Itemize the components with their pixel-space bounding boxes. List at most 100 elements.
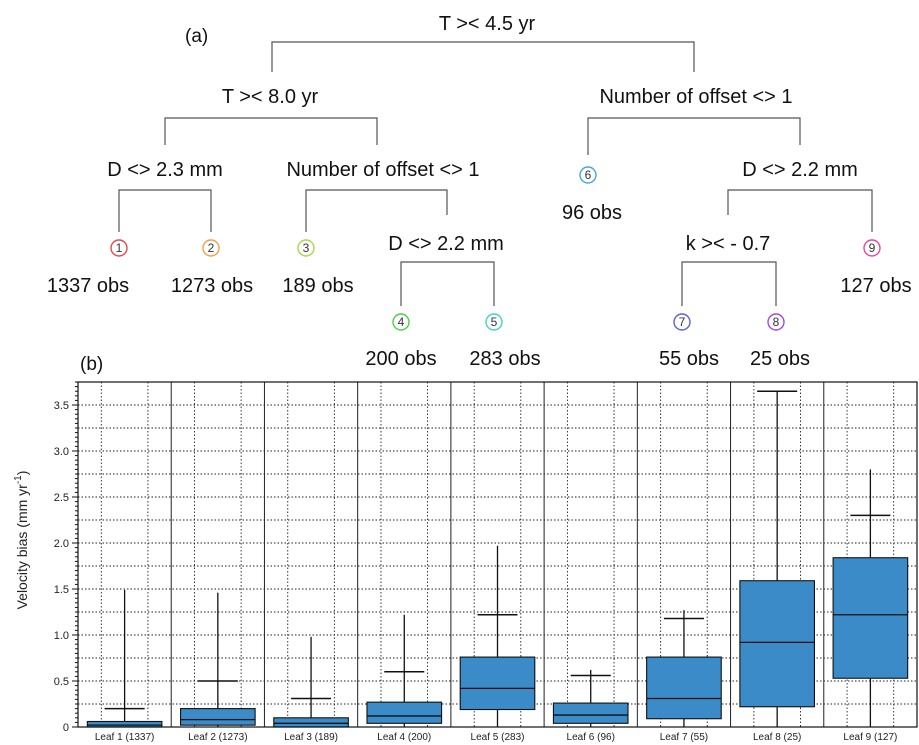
box-8 (739, 390, 816, 727)
leaf-marker (863, 239, 881, 257)
y-axis-label: Velocity bias (mm yr-1) (13, 471, 30, 610)
split-d2: D <> 2.2 mm (388, 233, 504, 255)
leaf-obs-count: 127 obs (840, 275, 911, 297)
edge-n1 (305, 189, 448, 232)
y-tick-label: 2.5 (54, 492, 69, 504)
x-category-label: Leaf 4 (200) (377, 732, 431, 743)
split-l1: T >< 8.0 yr (222, 86, 319, 108)
box-iqr (739, 580, 816, 708)
leaf-marker (485, 313, 503, 331)
tree-leaf: 7 55 obs (659, 313, 719, 370)
edge-l1 (164, 117, 378, 145)
box-iqr (459, 656, 536, 711)
leaf-number: 2 (208, 241, 215, 255)
box-iqr (273, 717, 349, 728)
leaf-obs-count: 189 obs (282, 275, 353, 297)
plot-frame (77, 381, 918, 728)
leaf-marker (202, 239, 220, 257)
split-k1: k >< - 0.7 (686, 233, 771, 255)
x-category-label: Leaf 3 (189) (284, 732, 338, 743)
y-ticks: 0 0.5 1.0 1.5 2.0 2.5 3.0 3.5 (54, 381, 78, 734)
box-iqr (366, 701, 443, 724)
leaf-obs-count: 283 obs (469, 348, 540, 370)
panel-label-b: (b) (80, 354, 103, 375)
y-tick-label: 3.5 (54, 400, 69, 412)
box-2 (179, 592, 256, 727)
edge-d2 (400, 261, 495, 306)
leaf-marker (767, 313, 785, 331)
boxplot-panel: (b) Velocity bias (mm yr-1) 0 0.5 1.0 1.5 2.… (13, 354, 918, 743)
leaf-obs-count: 96 obs (562, 202, 622, 224)
x-category-label: Leaf 6 (96) (567, 732, 615, 743)
split-d3: D <> 2.2 mm (742, 159, 858, 181)
tree-edges (118, 41, 873, 306)
tree-leaf: 5 283 obs (469, 313, 541, 370)
y-tick-label: 3.0 (54, 446, 69, 458)
leaf-obs-count: 55 obs (659, 348, 719, 370)
leaf-marker (392, 313, 410, 331)
leaf-number: 4 (398, 315, 405, 329)
box-iqr (646, 656, 722, 720)
box-9 (832, 469, 909, 727)
split-r1: Number of offset <> 1 (599, 86, 792, 108)
box-iqr (179, 708, 256, 726)
y-tick-label: 0.5 (54, 676, 69, 688)
box-5 (459, 545, 536, 727)
y-tick-label: 1.5 (54, 584, 69, 596)
tree-leaf: 3 189 obs (282, 239, 354, 297)
x-category-label: Leaf 2 (1273) (188, 732, 248, 743)
tree-panel: (a) T >< 4.5 yr T >< 8.0 yr Number of of… (47, 13, 912, 370)
edge-k1 (681, 261, 777, 306)
y-tick-label: 2.0 (54, 538, 69, 550)
x-category-label: Leaf 5 (283) (471, 732, 525, 743)
leaf-number: 8 (773, 315, 780, 329)
panel-label-a: (a) (185, 26, 208, 47)
y-tick-label: 1.0 (54, 630, 69, 642)
leaf-number: 3 (303, 241, 310, 255)
x-category-label: Leaf 9 (127) (843, 732, 897, 743)
box-iqr (832, 557, 909, 679)
box-iqr (552, 702, 629, 724)
leaf-number: 6 (585, 168, 592, 182)
edge-r1 (587, 117, 801, 155)
leaf-number: 9 (869, 241, 876, 255)
tree-leaves: 1 1337 obs 2 1273 obs 3 189 obs 4 200 obs 5 283 o… (47, 166, 912, 370)
x-category-label: Leaf 7 (55) (660, 732, 708, 743)
leaf-obs-count: 1337 obs (47, 275, 129, 297)
edge-d1 (118, 189, 212, 232)
tree-split-labels: T >< 4.5 yr T >< 8.0 yr Number of offset… (107, 13, 858, 255)
leaf-obs-count: 25 obs (750, 348, 810, 370)
tree-leaf: 4 200 obs (365, 313, 437, 370)
edge-d3 (727, 189, 873, 232)
leaf-number: 5 (491, 315, 498, 329)
y-axis-label-close: ) (14, 471, 30, 476)
split-n1: Number of offset <> 1 (286, 159, 479, 181)
leaf-marker (673, 313, 691, 331)
box-iqr (86, 720, 163, 728)
tree-leaf: 2 1273 obs (171, 239, 253, 297)
split-d1: D <> 2.3 mm (107, 159, 223, 181)
tree-leaf: 6 96 obs (562, 166, 622, 224)
leaf-marker (297, 239, 315, 257)
tree-leaf: 1 1337 obs (47, 239, 129, 297)
split-root: T >< 4.5 yr (439, 13, 536, 35)
y-tick-label: 0 (63, 722, 69, 734)
x-category-label: Leaf 8 (25) (753, 732, 801, 743)
y-axis-label-main: Velocity bias (mm yr (14, 484, 30, 610)
leaf-number: 1 (116, 241, 123, 255)
box-6 (552, 669, 629, 727)
x-category-label: Leaf 1 (1337) (95, 732, 155, 743)
y-axis-label-sup: -1 (13, 475, 24, 484)
boxes (86, 390, 909, 728)
tree-leaf: 9 127 obs (840, 239, 912, 297)
leaf-obs-count: 200 obs (365, 348, 436, 370)
edge-root (271, 41, 695, 72)
leaf-marker (579, 166, 597, 184)
leaf-obs-count: 1273 obs (171, 275, 253, 297)
tree-leaf: 8 25 obs (750, 313, 810, 370)
box-7 (646, 610, 722, 727)
x-categories: Leaf 1 (1337) Leaf 2 (1273) Leaf 3 (189) Le… (95, 732, 897, 743)
box-4 (366, 614, 443, 727)
